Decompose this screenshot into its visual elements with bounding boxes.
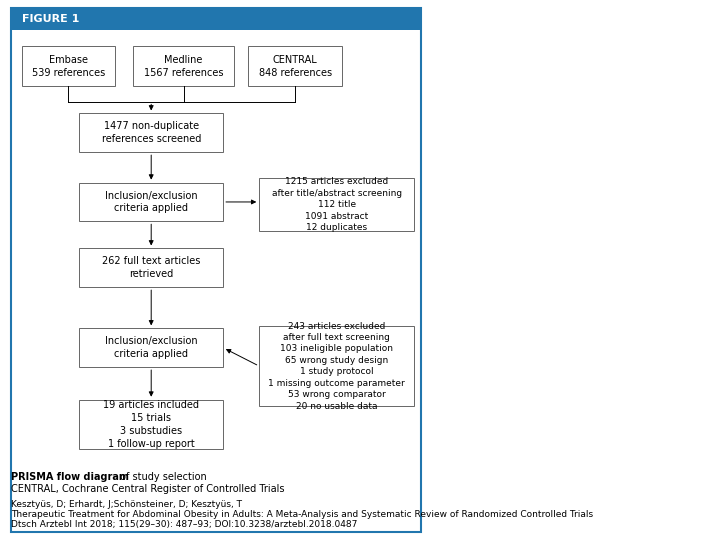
Text: Embase
539 references: Embase 539 references [32,55,105,78]
Bar [248,46,342,86]
Text: 19 articles included
15 trials
3 substudies
1 follow-up report: 19 articles included 15 trials 3 substud… [103,400,199,449]
Text: Therapeutic Treatment for Abdominal Obesity in Adults: A Meta-Analysis and Syste: Therapeutic Treatment for Abdominal Obes… [11,510,593,519]
Bar [79,113,223,152]
Text: CENTRAL
848 references: CENTRAL 848 references [258,55,332,78]
Bar [259,178,414,231]
Bar [133,46,234,86]
Text: of study selection: of study selection [117,471,207,482]
Text: CENTRAL, Cochrane Central Register of Controlled Trials: CENTRAL, Cochrane Central Register of Co… [11,484,284,494]
Text: Inclusion/exclusion
criteria applied: Inclusion/exclusion criteria applied [105,191,197,213]
Text: Kesztyüs, D; Erhardt, J;Schönsteiner, D; Kesztyüs, T: Kesztyüs, D; Erhardt, J;Schönsteiner, D;… [11,500,242,509]
Text: 1477 non-duplicate
references screened: 1477 non-duplicate references screened [102,122,201,144]
Bar [259,326,414,406]
Bar [79,328,223,367]
Bar [79,400,223,449]
Text: PRISMA flow diagram: PRISMA flow diagram [11,471,129,482]
Text: 262 full text articles
retrieved: 262 full text articles retrieved [102,256,200,279]
Text: Medline
1567 references: Medline 1567 references [144,55,223,78]
Text: FIGURE 1: FIGURE 1 [22,14,79,24]
Bar [22,46,115,86]
Text: 1215 articles excluded
after title/abstract screening
112 title
1091 abstract
12: 1215 articles excluded after title/abstr… [271,177,402,232]
Text: Inclusion/exclusion
criteria applied: Inclusion/exclusion criteria applied [105,336,197,359]
Bar [11,8,421,30]
Text: 243 articles excluded
after full text screening
103 ineligible population
65 wro: 243 articles excluded after full text sc… [269,321,405,411]
Bar [11,8,421,532]
Text: Dtsch Arztebl Int 2018; 115(29–30): 487–93; DOI:10.3238/arztebl.2018.0487: Dtsch Arztebl Int 2018; 115(29–30): 487–… [11,520,357,529]
Bar [79,248,223,287]
Bar [79,183,223,221]
